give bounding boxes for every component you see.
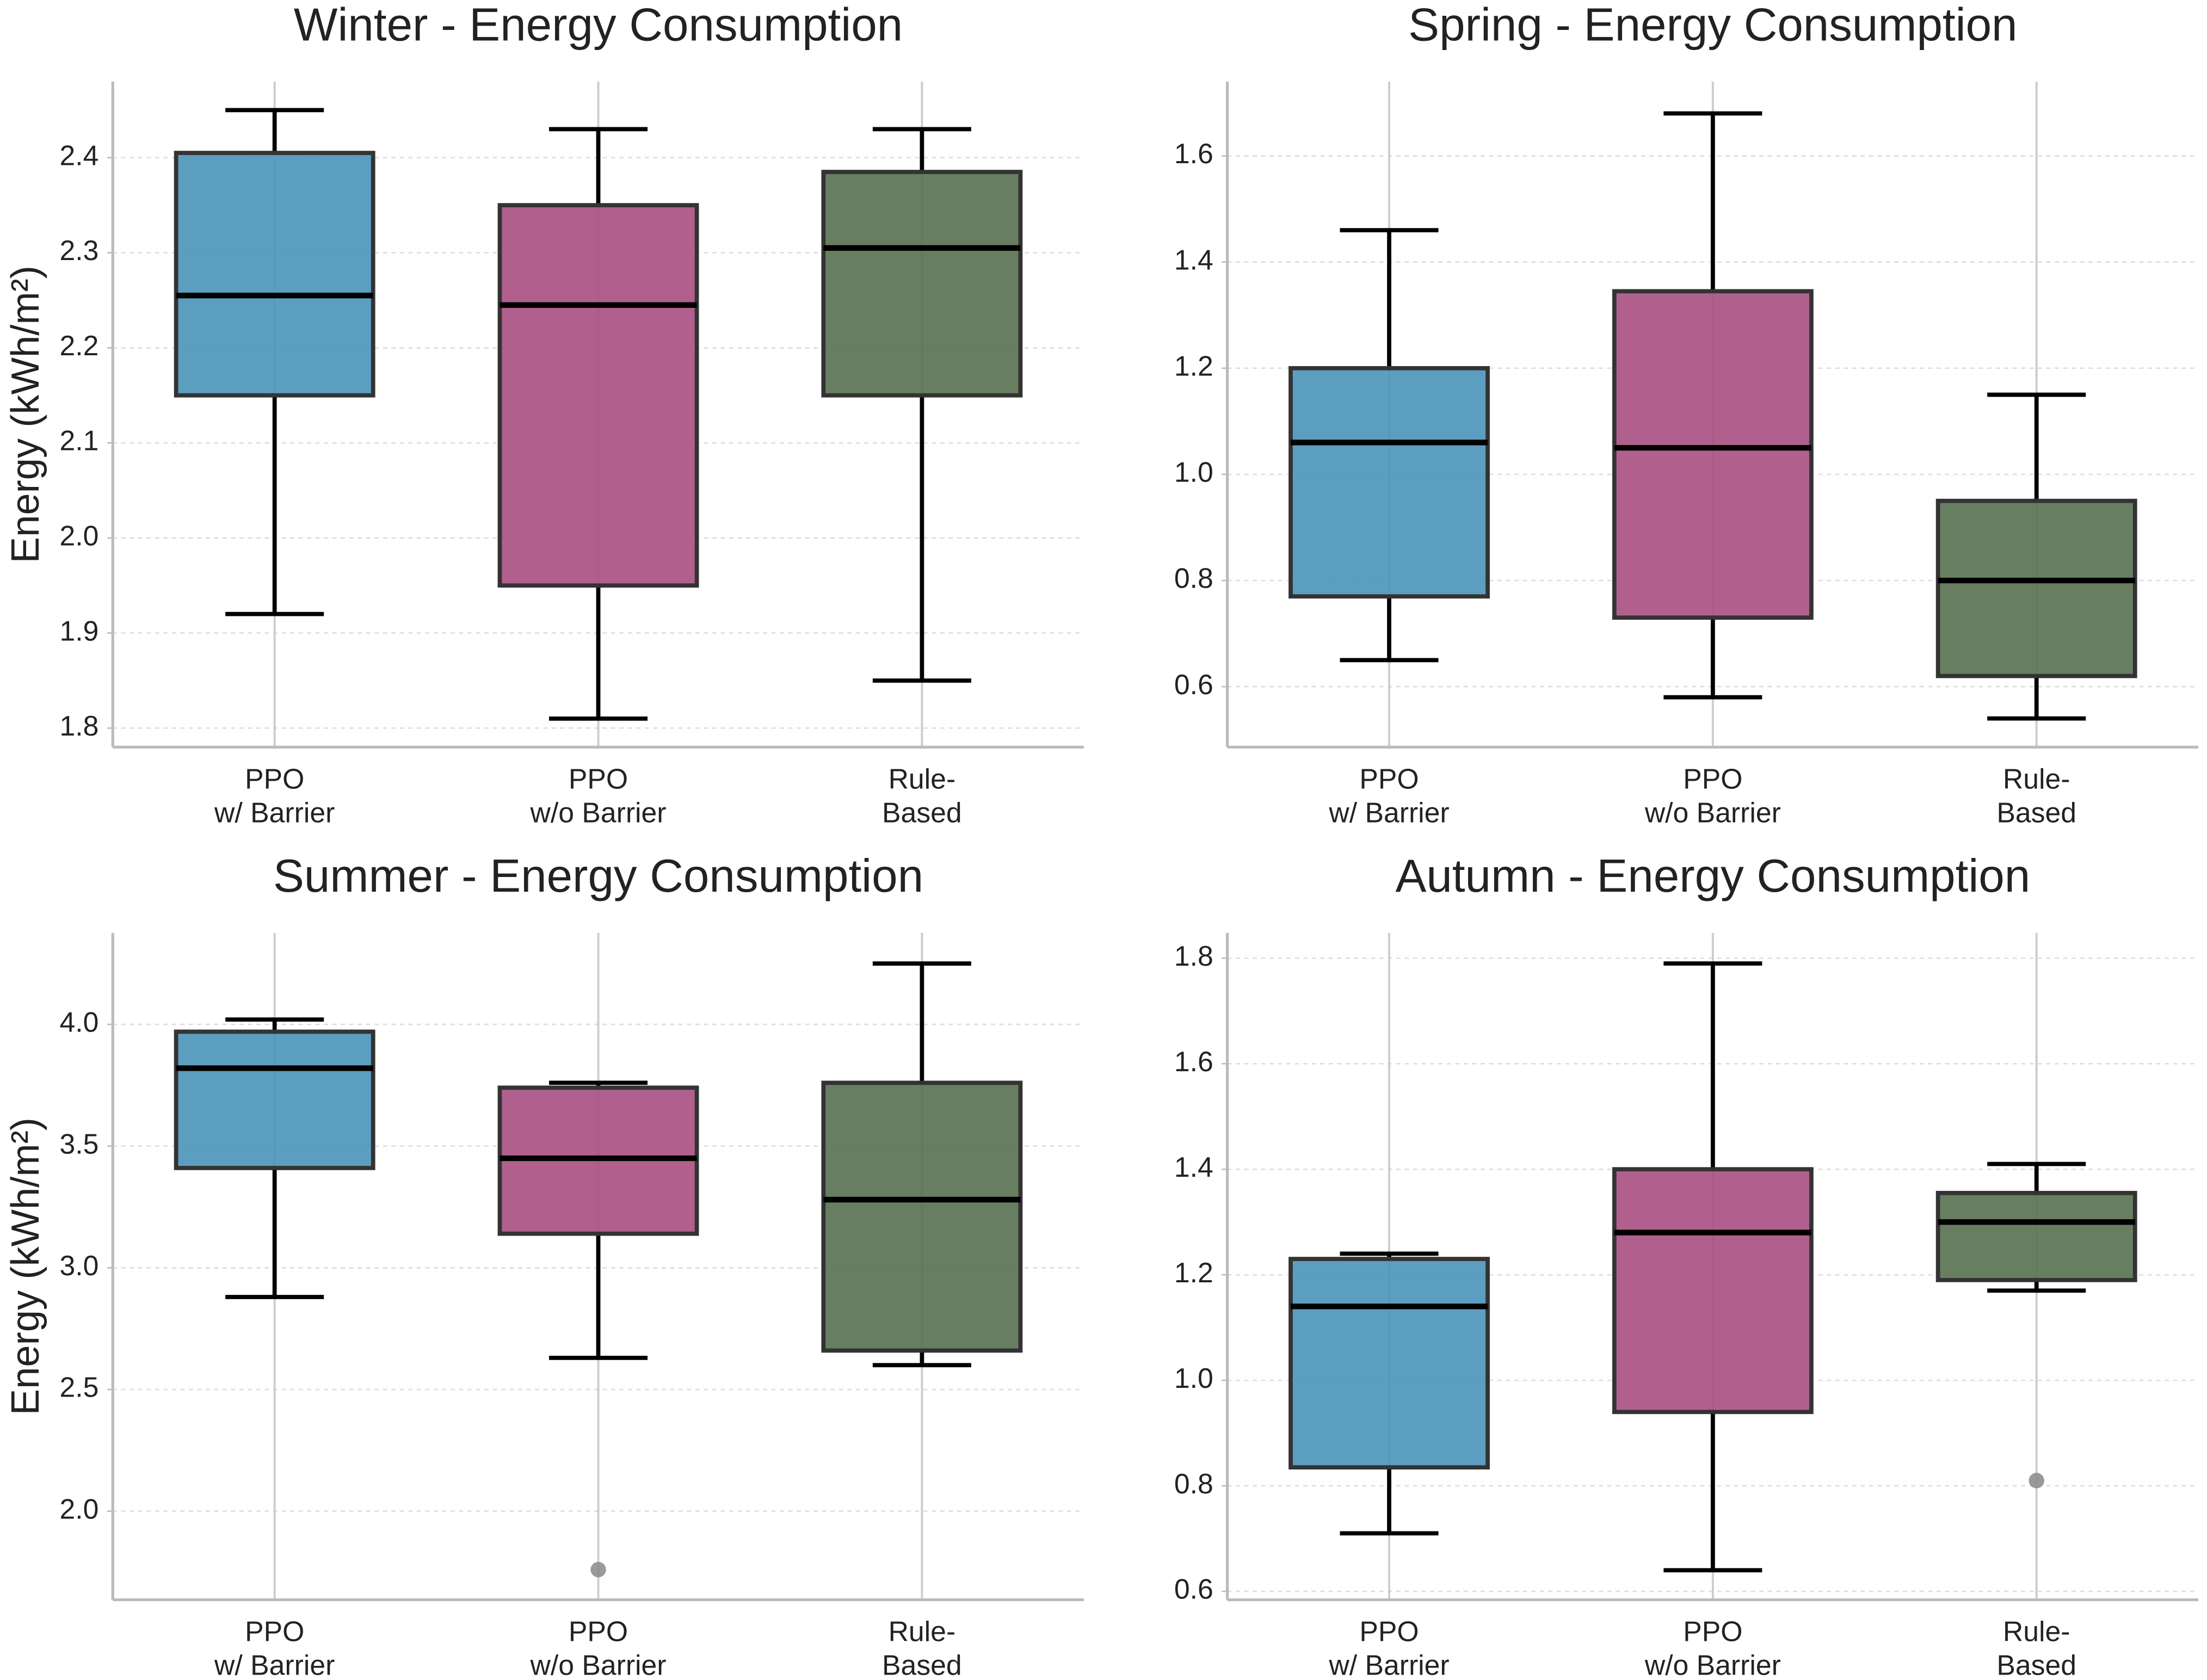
x-tick-label: PPO w/o Barrier xyxy=(1644,1615,1781,1680)
panel-title: Summer - Energy Consumption xyxy=(273,850,923,902)
y-tick-label: 1.6 xyxy=(1174,138,1213,169)
x-tick-label: Rule-Based xyxy=(882,763,962,828)
box xyxy=(1289,1257,1490,1470)
y-tick-label: 2.2 xyxy=(60,330,99,361)
y-tick-label: 4.0 xyxy=(60,1006,99,1038)
y-tick-label: 1.9 xyxy=(60,615,99,646)
outlier xyxy=(590,1561,606,1578)
x-tick-label: Rule-Based xyxy=(882,1615,962,1680)
box xyxy=(1935,1190,2137,1282)
outlier xyxy=(2029,1473,2044,1488)
y-axis-label: Energy (kWh/m²) xyxy=(3,1117,47,1415)
panel-title: Spring - Energy Consumption xyxy=(1408,0,2017,51)
y-axis-label: Energy (kWh/m²) xyxy=(3,265,47,563)
y-tick-label: 0.6 xyxy=(1174,1573,1213,1605)
box xyxy=(174,151,375,398)
panel-title: Autumn - Energy Consumption xyxy=(1395,850,2030,902)
y-tick-label: 0.6 xyxy=(1174,669,1213,700)
x-tick-label: PPO w/ Barrier xyxy=(214,1615,335,1680)
y-tick-label: 2.3 xyxy=(60,234,99,266)
y-tick-label: 1.6 xyxy=(1174,1046,1213,1077)
y-tick-label: 2.4 xyxy=(60,139,99,171)
box xyxy=(1289,366,1490,599)
box xyxy=(821,170,1023,398)
y-tick-label: 0.8 xyxy=(1174,563,1213,594)
y-tick-label: 1.2 xyxy=(1174,350,1213,381)
x-tick-label: Rule-Based xyxy=(1996,1615,2076,1680)
y-tick-label: 1.8 xyxy=(60,710,99,742)
box xyxy=(174,1029,375,1170)
x-tick-label: PPO w/ Barrier xyxy=(1328,763,1449,828)
x-tick-label: PPO w/ Barrier xyxy=(214,763,335,828)
y-tick-label: 1.8 xyxy=(1174,940,1213,972)
panel-title: Winter - Energy Consumption xyxy=(294,0,903,51)
y-tick-label: 2.5 xyxy=(60,1372,99,1403)
x-tick-label: PPO w/o Barrier xyxy=(530,763,667,828)
y-tick-label: 2.0 xyxy=(60,520,99,551)
x-tick-label: PPO w/o Barrier xyxy=(1644,763,1781,828)
y-tick-label: 2.1 xyxy=(60,425,99,456)
x-tick-label: PPO w/ Barrier xyxy=(1328,1615,1449,1680)
y-tick-label: 3.5 xyxy=(60,1128,99,1159)
y-tick-label: 2.0 xyxy=(60,1493,99,1524)
box xyxy=(497,203,699,588)
y-tick-label: 0.8 xyxy=(1174,1468,1213,1499)
x-tick-label: Rule-Based xyxy=(1996,763,2076,828)
y-tick-label: 1.4 xyxy=(1174,1151,1213,1183)
y-tick-label: 1.2 xyxy=(1174,1257,1213,1288)
y-tick-label: 1.4 xyxy=(1174,244,1213,275)
box xyxy=(1612,289,1814,620)
y-tick-label: 3.0 xyxy=(60,1250,99,1281)
x-tick-label: PPO w/o Barrier xyxy=(530,1615,667,1680)
box xyxy=(1935,498,2137,678)
box xyxy=(821,1080,1023,1353)
box xyxy=(1612,1167,1814,1415)
y-tick-label: 1.0 xyxy=(1174,1362,1213,1394)
y-tick-label: 1.0 xyxy=(1174,456,1213,488)
